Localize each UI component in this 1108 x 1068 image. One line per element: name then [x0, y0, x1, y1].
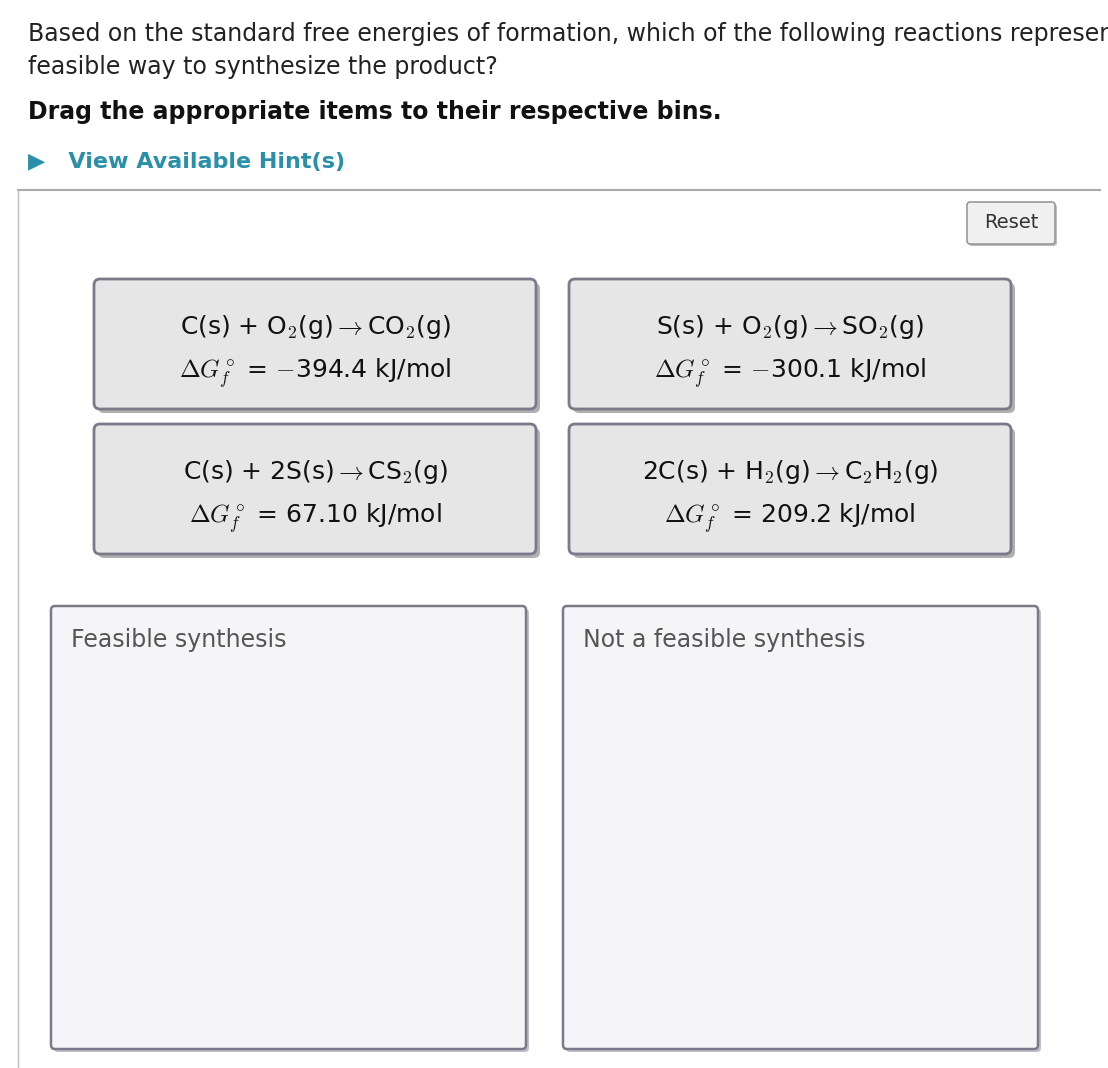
Text: Feasible synthesis: Feasible synthesis	[71, 628, 287, 651]
FancyBboxPatch shape	[970, 204, 1057, 246]
FancyBboxPatch shape	[573, 428, 1015, 557]
Text: C(s) + 2S(s)$\rightarrow$CS$_2$(g): C(s) + 2S(s)$\rightarrow$CS$_2$(g)	[183, 458, 448, 486]
Text: $\Delta G^\circ_f$ = $-$300.1 kJ/mol: $\Delta G^\circ_f$ = $-$300.1 kJ/mol	[654, 356, 926, 390]
FancyBboxPatch shape	[570, 279, 1010, 409]
Text: S(s) + O$_2$(g)$\rightarrow$SO$_2$(g): S(s) + O$_2$(g)$\rightarrow$SO$_2$(g)	[656, 313, 924, 341]
FancyBboxPatch shape	[563, 606, 1038, 1049]
Text: ▶   View Available Hint(s): ▶ View Available Hint(s)	[28, 152, 345, 172]
FancyBboxPatch shape	[94, 279, 536, 409]
Text: C(s) + O$_2$(g)$\rightarrow$CO$_2$(g): C(s) + O$_2$(g)$\rightarrow$CO$_2$(g)	[179, 313, 451, 341]
FancyBboxPatch shape	[570, 424, 1010, 554]
Text: Not a feasible synthesis: Not a feasible synthesis	[583, 628, 865, 651]
Text: $\Delta G^\circ_f$ = $-$394.4 kJ/mol: $\Delta G^\circ_f$ = $-$394.4 kJ/mol	[178, 356, 451, 390]
FancyBboxPatch shape	[51, 606, 526, 1049]
Text: $\Delta G^\circ_f$ = 67.10 kJ/mol: $\Delta G^\circ_f$ = 67.10 kJ/mol	[188, 501, 441, 535]
FancyBboxPatch shape	[967, 202, 1055, 244]
FancyBboxPatch shape	[98, 283, 540, 413]
FancyBboxPatch shape	[573, 283, 1015, 413]
FancyBboxPatch shape	[566, 609, 1042, 1052]
Text: $\Delta G^\circ_f$ = 209.2 kJ/mol: $\Delta G^\circ_f$ = 209.2 kJ/mol	[664, 501, 916, 535]
Text: feasible way to synthesize the product?: feasible way to synthesize the product?	[28, 54, 497, 79]
FancyBboxPatch shape	[54, 609, 529, 1052]
Text: Reset: Reset	[984, 214, 1038, 233]
Text: 2C(s) + H$_2$(g)$\rightarrow$C$_2$H$_2$(g): 2C(s) + H$_2$(g)$\rightarrow$C$_2$H$_2$(…	[642, 458, 938, 486]
FancyBboxPatch shape	[98, 428, 540, 557]
Text: Drag the appropriate items to their respective bins.: Drag the appropriate items to their resp…	[28, 100, 721, 124]
FancyBboxPatch shape	[94, 424, 536, 554]
Text: Based on the standard free energies of formation, which of the following reactio: Based on the standard free energies of f…	[28, 22, 1108, 46]
